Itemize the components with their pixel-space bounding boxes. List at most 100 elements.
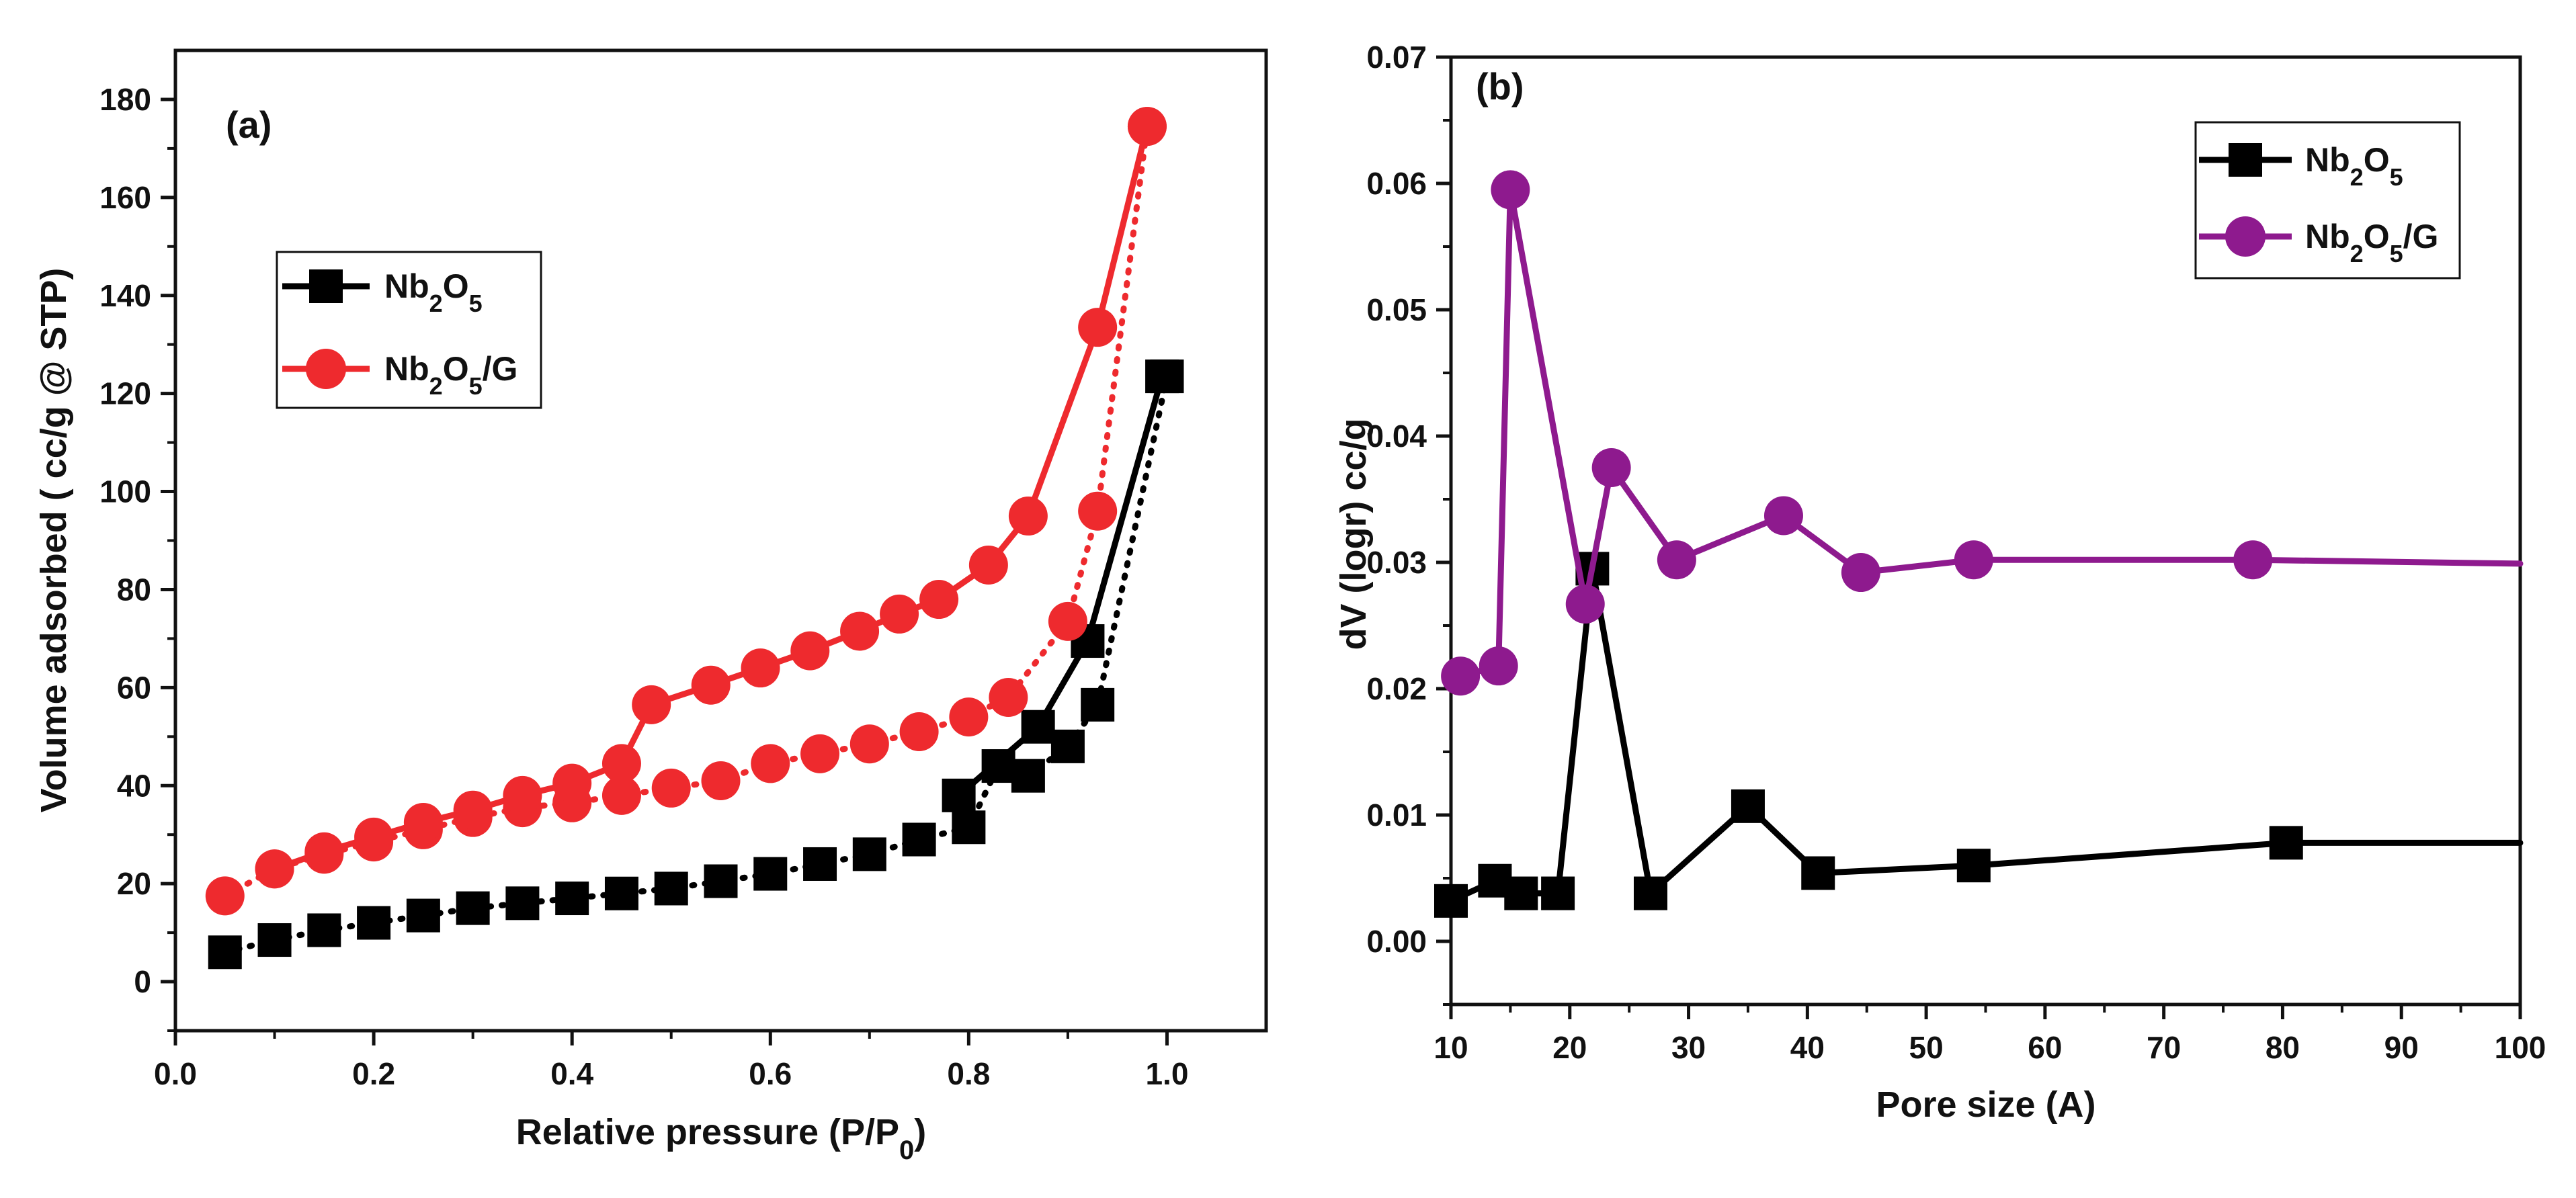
panel-a-y-tick-labels: 0 20 40 60 80 100 120 140 160 180	[99, 82, 151, 999]
series-nb2o5-g-point	[1591, 448, 1631, 487]
series-nb2o5-adsorption-point	[505, 886, 540, 921]
series-nb2o5-g-adsorption-point	[205, 876, 245, 916]
series-nb2o5-adsorption-point	[1050, 729, 1085, 763]
series-nb2o5-g-desorption-point	[304, 832, 344, 871]
legend-item-nb2o5: Nb2O5	[282, 267, 483, 317]
series-nb2o5-g-point	[1763, 496, 1803, 536]
y-tick-label: 120	[99, 376, 151, 411]
series-nb2o5-point	[1801, 856, 1835, 890]
panel-b-x-tick-labels: 10 20 30 40 50 60 70 80 90 100	[1434, 1030, 2546, 1065]
legend-label-nb2o5-g: Nb2O5/G	[384, 350, 517, 400]
legend-item-nb2o5-g: Nb2O5/G	[2199, 216, 2438, 267]
series-nb2o5-g-desorption-point	[503, 775, 542, 815]
panel-a-x-axis-label: Relative pressure (P/P0)	[516, 1112, 927, 1165]
series-nb2o5-g-desorption-point	[741, 648, 780, 688]
series-nb2o5-g-desorption-point	[1078, 308, 1118, 347]
y-tick-label: 0.07	[1366, 40, 1427, 75]
series-nb2o5-adsorption-point	[803, 847, 837, 881]
panel-a-legend-box	[276, 251, 542, 409]
panel-a-x-tick-labels: 0.0 0.2 0.4 0.6 0.8 1.0	[154, 1056, 1188, 1091]
y-tick-label: 0.05	[1366, 292, 1427, 327]
series-nb2o5	[208, 359, 1184, 970]
series-nb2o5-adsorption-point	[1081, 687, 1115, 722]
panel-b-y-tick-labels: 0.00 0.01 0.02 0.03 0.04 0.05 0.06 0.07	[1366, 40, 1427, 959]
panel-a-isotherm-chart: 0.0 0.2 0.4 0.6 0.8 1.0 0 20 40 60 80 100 120 140 160…	[34, 48, 1268, 1165]
x-tick-label: 1.0	[1145, 1056, 1188, 1091]
series-nb2o5-g-desorption-point	[1127, 107, 1167, 146]
y-tick-label: 140	[99, 278, 151, 313]
x-tick-label: 90	[2384, 1030, 2419, 1065]
series-nb2o5-adsorption-point	[654, 871, 688, 906]
series-nb2o5-adsorption-point	[208, 935, 242, 970]
series-nb2o5-g-desorption-point	[968, 545, 1008, 585]
x-tick-label: 50	[1909, 1030, 1944, 1065]
series-nb2o5-g-adsorption-point	[751, 744, 790, 783]
series-nb2o5-point	[1956, 849, 1991, 883]
series-nb2o5-g-adsorption-point	[1048, 601, 1087, 641]
series-nb2o5-g-adsorption-point	[849, 724, 889, 764]
x-tick-label: 60	[2028, 1030, 2062, 1065]
y-tick-label: 0.03	[1366, 545, 1427, 580]
legend-label-nb2o5-g: Nb2O5/G	[2305, 218, 2438, 267]
series-nb2o5-g-adsorption-point	[949, 697, 989, 737]
panel-a-tag: (a)	[226, 103, 272, 146]
series-nb2o5-adsorption-point	[704, 864, 738, 898]
series-nb2o5-adsorption-point	[406, 898, 440, 933]
panel-b-legend: Nb2O5 Nb2O5/G	[2194, 121, 2461, 280]
legend-item-nb2o5-g: Nb2O5/G	[282, 349, 517, 400]
series-nb2o5-adsorption-line	[222, 373, 1170, 955]
x-tick-label: 40	[1790, 1030, 1825, 1065]
y-tick-label: 0.02	[1366, 671, 1427, 706]
y-tick-label: 180	[99, 82, 151, 117]
panel-b-tag: (b)	[1476, 65, 1524, 108]
x-tick-label: 0.8	[947, 1056, 990, 1091]
panel-b-legend-box	[2194, 121, 2461, 280]
y-tick-label: 0.04	[1366, 419, 1427, 454]
series-nb2o5-g-point	[1657, 540, 1696, 580]
x-tick-label: 100	[2495, 1030, 2546, 1065]
series-nb2o5-g-desorption-point	[840, 611, 880, 651]
y-tick-label: 0	[134, 964, 151, 999]
series-nb2o5-g-adsorption-point	[1078, 491, 1118, 531]
panel-b-pore-size-chart: 10 20 30 40 50 60 70 80 90 100 0.000.010.020.030.…	[1333, 40, 2546, 1125]
y-tick-label: 160	[99, 180, 151, 215]
series-nb2o5-adsorption-point	[604, 876, 638, 910]
legend-item-nb2o5: Nb2O5	[2199, 141, 2403, 191]
series-nb2o5-adsorption-point	[902, 822, 936, 857]
series-nb2o5-g-desorption-point	[354, 817, 394, 857]
series-nb2o5-adsorption-point	[456, 891, 490, 925]
legend-marker-nb2o5	[309, 269, 343, 303]
x-tick-label: 0.4	[550, 1056, 593, 1091]
series-nb2o5-adsorption-point	[952, 810, 986, 845]
series-nb2o5-g-adsorption-point	[701, 761, 741, 800]
panel-b-y-axis-label: dV (logr) cc/g	[1333, 418, 1374, 650]
series-nb2o5-g-desorption-point	[691, 665, 731, 705]
series-nb2o5-g-desorption-point	[403, 802, 443, 842]
series-nb2o5-g-point	[1491, 170, 1530, 210]
series-nb2o5-adsorption-point	[753, 857, 788, 891]
legend-label-nb2o5: Nb2O5	[384, 267, 483, 317]
y-tick-label: 20	[117, 866, 151, 901]
series-nb2o5-g-desorption-point	[1008, 497, 1048, 536]
series-nb2o5-g-desorption-line	[272, 123, 1151, 872]
y-tick-label: 40	[117, 768, 151, 803]
series-nb2o5-g-point	[1841, 553, 1880, 593]
series-nb2o5-g-adsorption-point	[651, 768, 691, 808]
x-tick-label: 20	[1552, 1030, 1587, 1065]
series-nb2o5-g-point	[1954, 540, 1993, 580]
series-nb2o5-g-point	[1565, 585, 1605, 624]
series-nb2o5-g-desorption-point	[255, 849, 294, 889]
series-nb2o5-desorption-point	[1145, 359, 1179, 394]
y-tick-label: 100	[99, 474, 151, 509]
x-tick-label: 70	[2147, 1030, 2181, 1065]
panel-b-axis-ticks	[1436, 55, 2522, 1019]
series-nb2o5-g-desorption-point	[552, 763, 592, 803]
x-tick-label: 30	[1671, 1030, 1706, 1065]
x-tick-label: 0.0	[154, 1056, 197, 1091]
x-tick-label: 80	[2266, 1030, 2300, 1065]
x-tick-label: 0.6	[749, 1056, 792, 1091]
series-nb2o5-g-desorption-point	[453, 790, 493, 830]
series-nb2o5-adsorption-point	[307, 913, 341, 947]
series-nb2o5-adsorption-point	[852, 837, 886, 871]
